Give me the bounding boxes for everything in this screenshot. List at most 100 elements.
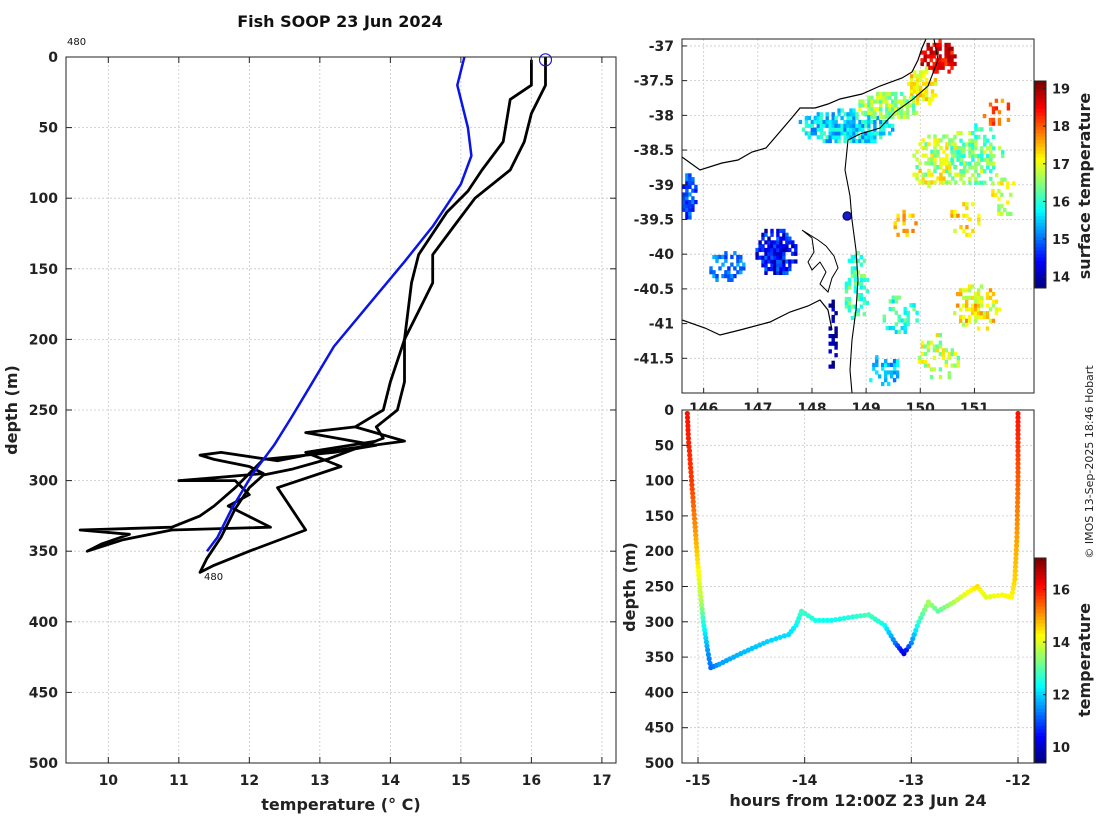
section-point <box>1011 581 1017 587</box>
map-sst-cell <box>929 65 933 70</box>
profile-y-tick-label: 0 <box>48 50 58 66</box>
map-sst-cell <box>894 99 898 104</box>
section-colorbar-segment <box>1035 704 1046 709</box>
map-sst-cell <box>895 362 900 367</box>
map-sst-cell <box>918 85 923 90</box>
map-sst-cell <box>831 116 835 121</box>
section-point <box>816 617 822 624</box>
map-sst-cell <box>856 270 860 275</box>
map-sst-cell <box>992 146 996 151</box>
map-sst-cell <box>995 173 999 178</box>
map-sst-cell <box>776 247 780 253</box>
map-sst-cell <box>938 352 943 357</box>
map-sst-cell <box>853 289 858 294</box>
map-sst-cell <box>953 61 957 67</box>
map-colorbar-segment <box>1035 229 1046 234</box>
profile-y-tick-label: 150 <box>29 262 58 278</box>
section-point <box>820 617 826 624</box>
map-sst-cell <box>926 340 931 345</box>
map-sst-cell <box>853 254 858 260</box>
map-colorbar-segment <box>1035 219 1046 223</box>
map-sst-cell <box>770 255 774 260</box>
section-point <box>1015 427 1021 433</box>
map-sst-cell <box>831 112 835 117</box>
map-colorbar-segment <box>1035 236 1046 241</box>
map-sst-cell <box>885 326 889 331</box>
map-sst-cell <box>992 153 996 159</box>
map-sst-cell <box>828 326 832 331</box>
map-sst-cell <box>688 215 692 220</box>
profile-y-tick-label: 50 <box>39 121 59 137</box>
map-sst-cell <box>813 127 817 132</box>
map-sst-cell <box>853 277 858 282</box>
map-sst-cell <box>773 247 777 253</box>
section-point <box>699 610 706 616</box>
map-sst-cell <box>980 127 984 132</box>
map-colorbar-tick-label: 14 <box>1052 271 1070 286</box>
section-point <box>1012 576 1018 583</box>
map-sst-cell <box>953 134 957 139</box>
map-sst-cell <box>982 314 987 320</box>
map-colorbar-segment <box>1035 132 1046 137</box>
map-colorbar-segment <box>1035 201 1046 206</box>
map-sst-cell <box>956 303 960 308</box>
map-sst-cell <box>891 306 895 312</box>
map-sst-cell <box>887 381 891 387</box>
map-sst-cell <box>927 97 932 102</box>
section-point <box>698 598 704 604</box>
map-colorbar-segment <box>1035 177 1046 182</box>
map-sst-cell <box>980 157 984 162</box>
map-sst-cell <box>788 236 792 241</box>
section-point <box>697 585 703 591</box>
map-sst-cell <box>982 311 987 316</box>
map-sst-cell <box>983 180 987 185</box>
map-sst-cell <box>861 99 865 104</box>
map-sst-cell <box>947 375 951 380</box>
map-sst-cell <box>976 288 981 293</box>
map-sst-cell <box>850 266 855 271</box>
map-sst-cell <box>935 344 940 349</box>
map-sst-cell <box>918 74 923 79</box>
map-colorbar-segment <box>1035 156 1046 161</box>
map-sst-cell <box>936 149 940 154</box>
map-sst-cell <box>843 135 847 140</box>
map-sst-cell <box>764 232 768 237</box>
map-sst-cell <box>988 121 993 126</box>
map-sst-cell <box>913 74 917 79</box>
map-sst-cell <box>959 288 963 293</box>
map-sst-cell <box>973 307 978 312</box>
map-sst-cell <box>989 169 993 174</box>
map-sst-cell <box>941 58 945 63</box>
section-point <box>685 435 692 441</box>
map-sst-cell <box>872 366 876 371</box>
map-sst-cell <box>927 180 931 185</box>
map-sst-cell <box>887 362 891 367</box>
map-sst-cell <box>767 236 771 241</box>
map-sst-cell <box>991 292 996 297</box>
map-colorbar-segment <box>1035 115 1046 120</box>
map-sst-cell <box>976 307 981 312</box>
map-sst-cell <box>939 176 943 181</box>
map-sst-cell <box>813 119 817 125</box>
map-sst-cell <box>895 370 900 375</box>
map-sst-cell <box>816 119 820 125</box>
map-sst-cell <box>791 240 795 245</box>
section-point <box>691 516 698 522</box>
map-sst-cell <box>691 203 695 209</box>
map-sst-cell <box>968 153 972 159</box>
map-sst-cell <box>878 374 882 379</box>
map-sst-cell <box>929 50 933 55</box>
map-sst-cell <box>807 116 811 121</box>
map-sst-cell <box>935 46 939 51</box>
map-sst-cell <box>685 215 689 220</box>
map-sst-cell <box>933 157 937 162</box>
section-point <box>694 544 700 550</box>
map-sst-cell <box>870 119 874 125</box>
map-sst-cell <box>788 267 792 272</box>
map-sst-cell <box>850 258 855 263</box>
section-colorbar-segment <box>1035 558 1046 562</box>
map-sst-cell <box>959 292 963 297</box>
map-sst-cell <box>770 228 774 233</box>
map-sst-cell <box>834 119 838 125</box>
map-sst-cell <box>859 254 863 260</box>
